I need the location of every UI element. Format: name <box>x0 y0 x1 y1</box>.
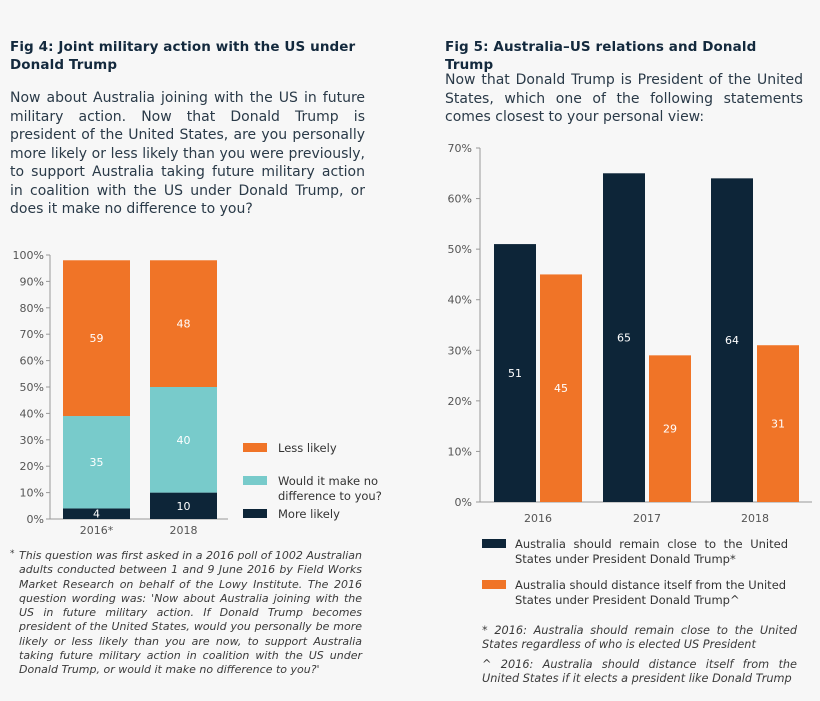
y-tick-label: 20% <box>20 460 44 473</box>
fig4-legend: Less likely Would it make no difference … <box>0 240 440 540</box>
bar <box>540 274 582 502</box>
legend-swatch-distance <box>482 580 506 589</box>
fig4-question: Now about Australia joining with the US … <box>10 90 365 217</box>
y-tick-label: 80% <box>20 302 44 315</box>
fig5-note-distance: ^ 2016: Australia should distance itself… <box>482 658 797 686</box>
legend-swatch-less-likely <box>243 443 267 452</box>
footnote-marker: * <box>10 549 15 559</box>
x-tick-label: 2016* <box>80 524 114 537</box>
legend-label-distance: Australia should distance itself from th… <box>515 578 787 607</box>
bar-segment <box>63 416 130 509</box>
data-label: 65 <box>617 332 631 345</box>
y-tick-label: 70% <box>20 328 44 341</box>
y-tick-label: 60% <box>20 355 44 368</box>
bar <box>711 178 753 502</box>
y-tick-label: 100% <box>13 249 44 262</box>
legend-swatch-no-difference <box>243 476 267 485</box>
y-tick-label: 40% <box>448 294 472 307</box>
y-tick-label: 10% <box>20 487 44 500</box>
data-label: 4 <box>93 508 100 521</box>
data-label: 29 <box>663 423 677 436</box>
legend-label-no-difference: Would it make no difference to you? <box>278 474 382 503</box>
legend-label-more-likely: More likely <box>278 507 340 521</box>
fig4-chart: 0% 10% 20% 30% 40% 50% 60% 70% 80% 90% 100% 4 35 59 20… <box>13 249 228 537</box>
data-label: 51 <box>508 367 522 380</box>
footnote-text: This question was first asked in a 2016 … <box>19 549 363 677</box>
bar-segment <box>150 260 217 387</box>
data-label: 48 <box>177 318 191 331</box>
fig4-footnote: * This question was first asked in a 2016… <box>10 549 362 678</box>
data-label: 40 <box>177 434 191 447</box>
x-tick-label: 2016 <box>524 512 552 525</box>
fig5-question: Now that Donald Trump is President of th… <box>445 72 803 125</box>
y-tick-label: 60% <box>448 193 472 206</box>
data-label: 31 <box>771 418 785 431</box>
fig5-note-remain: * 2016: Australia should remain close to… <box>482 624 797 652</box>
y-tick-label: 0% <box>27 513 44 526</box>
y-tick-label: 30% <box>20 434 44 447</box>
y-tick-label: 40% <box>20 407 44 420</box>
y-tick-label: 90% <box>20 275 44 288</box>
bar <box>603 173 645 502</box>
y-tick-label: 50% <box>448 243 472 256</box>
bar-segment <box>63 508 130 519</box>
data-label: 45 <box>554 382 568 395</box>
legend-label-less-likely: Less likely <box>278 441 337 455</box>
y-tick-label: 0% <box>455 496 472 509</box>
fig4-title: Fig 4: Joint military action with the US… <box>10 39 356 73</box>
legend-label-remain-close: Australia should remain close to the Uni… <box>515 537 788 566</box>
data-label: 10 <box>177 500 191 513</box>
data-label: 59 <box>90 332 104 345</box>
y-tick-label: 50% <box>20 381 44 394</box>
bar <box>494 244 536 502</box>
legend-swatch-more-likely <box>243 509 267 518</box>
y-tick-label: 70% <box>448 142 472 155</box>
bar <box>649 355 691 502</box>
y-tick-label: 20% <box>448 395 472 408</box>
x-tick-label: 2018 <box>741 512 769 525</box>
fig5-title: Fig 5: Australia–US relations and Donald… <box>445 39 757 73</box>
bar-segment <box>150 492 217 519</box>
fig5-chart: 0% 10% 20% 30% 40% 50% 60% 70% 51 45 2016 65 29 2017 6… <box>448 142 812 525</box>
data-label: 64 <box>725 334 739 347</box>
bar <box>757 345 799 502</box>
y-tick-label: 30% <box>448 344 472 357</box>
bar-segment <box>63 260 130 417</box>
legend-swatch-remain-close <box>482 539 506 548</box>
bar-segment <box>150 387 217 493</box>
y-tick-label: 10% <box>448 445 472 458</box>
data-label: 35 <box>90 456 104 469</box>
x-tick-label: 2018 <box>170 524 198 537</box>
x-tick-label: 2017 <box>633 512 661 525</box>
